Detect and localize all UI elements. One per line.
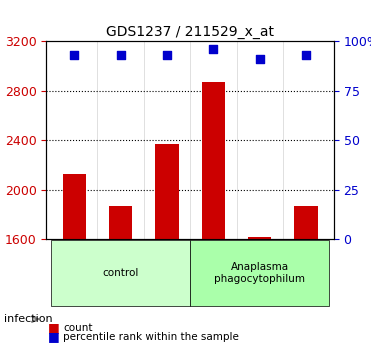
Bar	[295, 206, 318, 239]
Text: percentile rank within the sample: percentile rank within the sample	[63, 332, 239, 342]
Point	[210, 47, 216, 52]
Bar	[248, 237, 271, 239]
Point	[118, 52, 124, 58]
Text: infection: infection	[4, 314, 52, 324]
Bar	[202, 82, 225, 239]
Point	[257, 57, 263, 62]
Bar	[109, 206, 132, 239]
Text: ■: ■	[48, 330, 60, 343]
Point	[164, 52, 170, 58]
Title: GDS1237 / 211529_x_at: GDS1237 / 211529_x_at	[106, 25, 274, 39]
FancyBboxPatch shape	[190, 240, 329, 306]
Bar	[63, 174, 86, 239]
Bar	[155, 144, 178, 239]
Text: count: count	[63, 324, 93, 333]
Text: ■: ■	[48, 321, 60, 334]
FancyBboxPatch shape	[51, 240, 190, 306]
Text: control: control	[102, 268, 139, 278]
Point	[303, 52, 309, 58]
Text: Anaplasma
phagocytophilum: Anaplasma phagocytophilum	[214, 262, 305, 284]
Point	[71, 52, 77, 58]
